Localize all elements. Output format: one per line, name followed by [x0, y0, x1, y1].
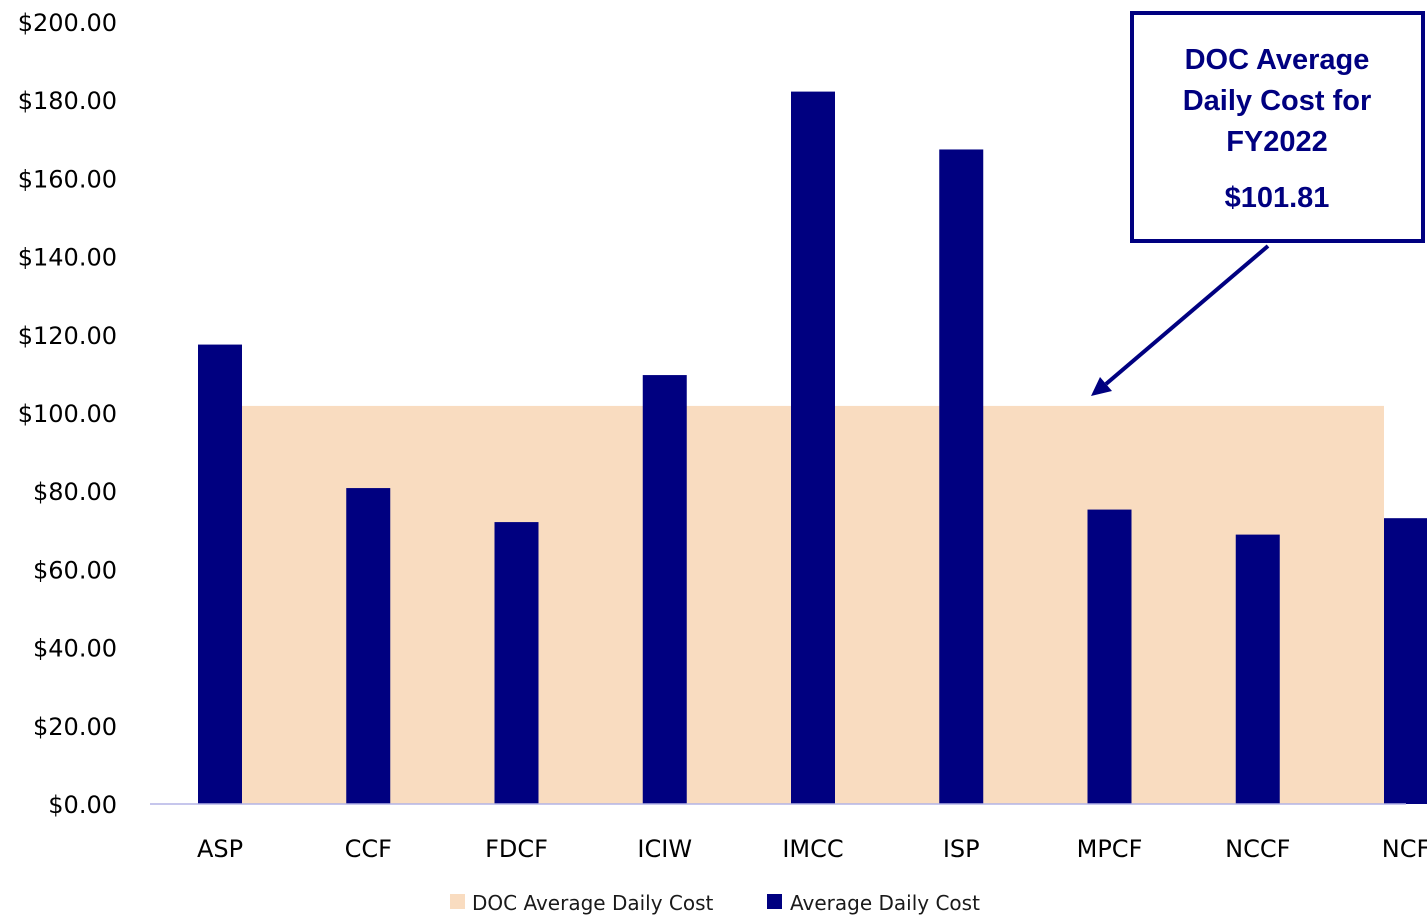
x-tick-label-ccf: CCF	[345, 835, 392, 863]
y-tick-label: $160.00	[18, 165, 117, 193]
bar-ncf	[1384, 518, 1427, 804]
callout-box: DOC Average Daily Cost for FY2022 $101.8…	[1130, 11, 1425, 243]
callout-line-1: DOC Average	[1185, 44, 1370, 76]
y-tick-label: $180.00	[18, 87, 117, 115]
bar-nccf	[1235, 534, 1280, 804]
y-tick-label: $140.00	[18, 244, 117, 272]
x-tick-label-isp: ISP	[943, 835, 980, 863]
callout-arrow	[1091, 244, 1270, 396]
x-tick-label-mpcf: MPCF	[1077, 835, 1143, 863]
legend-label-average-daily-cost: Average Daily Cost	[790, 891, 980, 915]
x-tick-label-fdcf: FDCF	[485, 835, 548, 863]
y-tick-label: $0.00	[48, 791, 117, 819]
y-tick-label: $100.00	[18, 400, 117, 428]
x-tick-label-nccf: NCCF	[1225, 835, 1290, 863]
y-axis: $0.00 $20.00 $40.00 $60.00 $80.00 $100.00 $120…	[18, 9, 117, 819]
x-tick-label-asp: ASP	[197, 835, 243, 863]
y-tick-label: $20.00	[33, 713, 117, 741]
y-tick-label: $60.00	[33, 556, 117, 584]
bar-fdcf	[494, 522, 539, 804]
x-tick-label-iciw: ICIW	[637, 835, 692, 863]
bar-isp	[939, 149, 984, 804]
callout-line-2: Daily Cost for	[1183, 85, 1372, 117]
callout-arrow-shaft	[1104, 244, 1270, 386]
x-axis: ASP CCF FDCF ICIW IMCC ISP MPCF NCCF NCF	[197, 835, 1427, 863]
legend-swatch-doc-average	[450, 894, 465, 909]
bar-iciw	[642, 375, 687, 804]
callout-border	[1130, 11, 1425, 243]
y-tick-label: $200.00	[18, 9, 117, 37]
x-tick-label-ncf: NCF	[1382, 835, 1427, 863]
y-tick-label: $120.00	[18, 322, 117, 350]
callout-line-3: FY2022	[1226, 126, 1328, 158]
legend: DOC Average Daily Cost Average Daily Cos…	[450, 891, 980, 915]
bar-asp	[198, 344, 242, 804]
bar-mpcf	[1087, 509, 1132, 804]
bar-imcc	[791, 91, 835, 804]
y-tick-label: $40.00	[33, 635, 117, 663]
callout-value: $101.81	[1225, 182, 1330, 214]
legend-swatch-average-daily-cost	[767, 894, 782, 909]
legend-label-doc-average: DOC Average Daily Cost	[472, 891, 714, 915]
bars-layer	[198, 91, 1427, 804]
y-tick-label: $80.00	[33, 478, 117, 506]
callout-arrow-head	[1091, 377, 1112, 396]
x-tick-label-imcc: IMCC	[782, 835, 843, 863]
bar-ccf	[346, 488, 391, 804]
